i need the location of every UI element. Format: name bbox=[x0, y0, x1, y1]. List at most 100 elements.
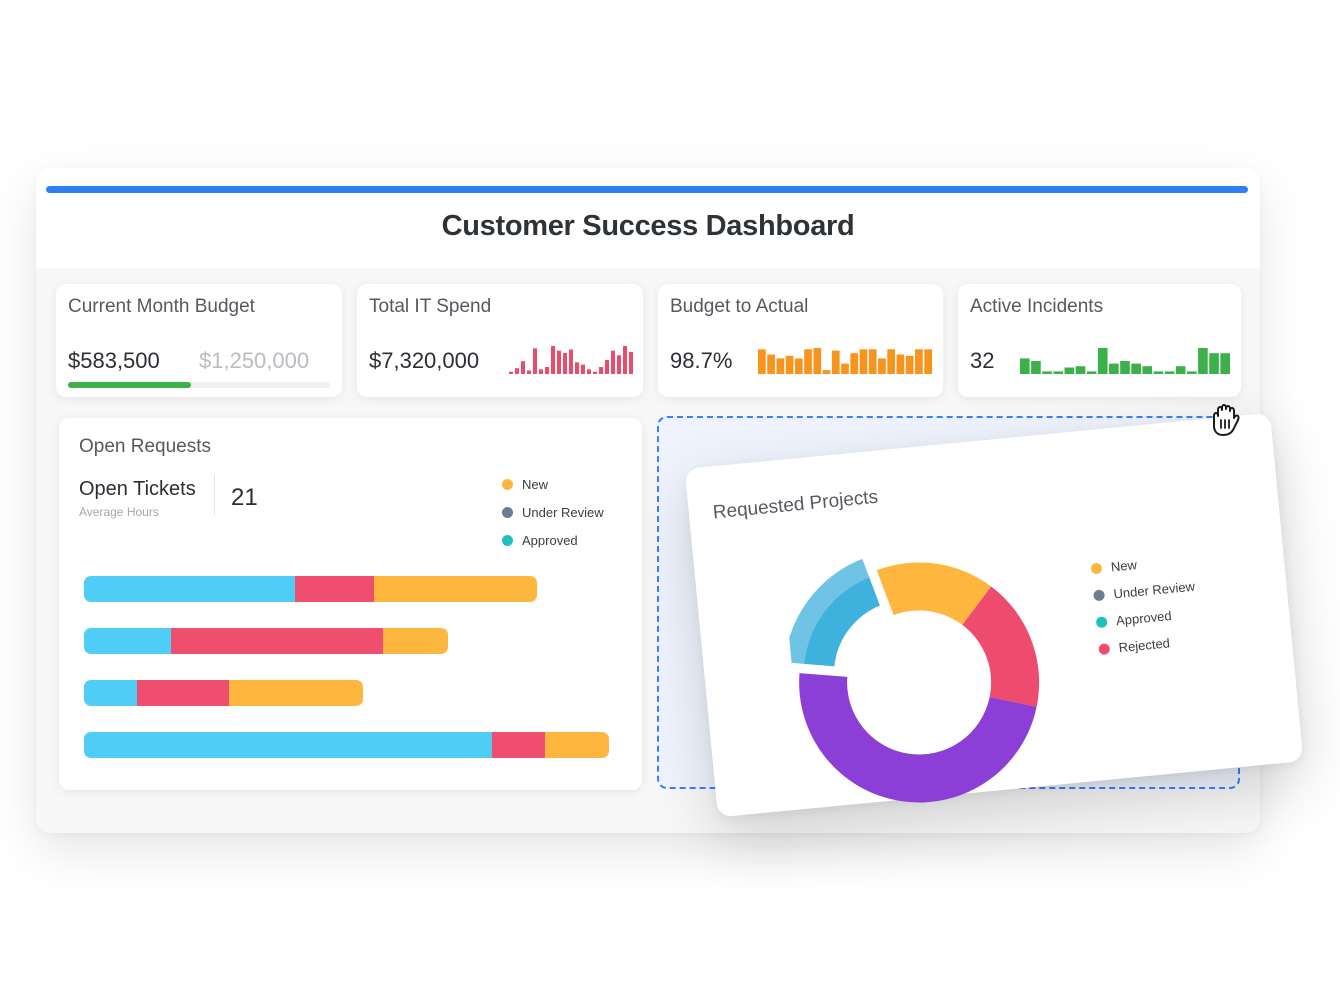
spark-bar bbox=[804, 349, 812, 374]
stacked-bar[interactable] bbox=[84, 628, 448, 654]
donut-slice[interactable] bbox=[876, 555, 994, 632]
spark-bar bbox=[915, 349, 923, 374]
legend-item[interactable]: Approved bbox=[502, 526, 604, 554]
open-tickets-label: Open Tickets bbox=[79, 478, 196, 500]
legend-label: Approved bbox=[522, 532, 578, 548]
spark-bar bbox=[859, 349, 868, 374]
spark-bar bbox=[831, 350, 840, 374]
divider bbox=[214, 475, 215, 515]
page-title: Customer Success Dashboard bbox=[441, 210, 855, 242]
spark-bar bbox=[1064, 367, 1075, 374]
bar-segment bbox=[383, 628, 448, 654]
kpi-title: Budget to Actual bbox=[670, 296, 809, 317]
spark-bar bbox=[509, 371, 513, 374]
card-title: Open Requests bbox=[79, 436, 212, 457]
spark-bar bbox=[767, 354, 775, 374]
kpi-target: $1,250,000 bbox=[199, 348, 310, 373]
spark-bar bbox=[545, 367, 549, 374]
kpi-value: $583,500 bbox=[68, 348, 160, 373]
spark-bar bbox=[605, 360, 609, 374]
spark-bar bbox=[1220, 353, 1230, 374]
kpi-card-budget[interactable]: Current Month Budget $583,500 $1,250,000 bbox=[56, 284, 342, 397]
spark-bar bbox=[521, 361, 525, 374]
spark-bar bbox=[1209, 353, 1219, 374]
bar-segment bbox=[229, 680, 363, 706]
spark-bar bbox=[776, 358, 785, 374]
kpi-value: $7,320,000 bbox=[369, 348, 480, 373]
spark-bar bbox=[1120, 361, 1130, 374]
spark-bar bbox=[581, 364, 585, 374]
bar-segment bbox=[545, 732, 609, 758]
spark-bar bbox=[623, 346, 627, 374]
requested-projects-card[interactable]: Requested Projects New Under Review Appr… bbox=[684, 412, 1304, 818]
bar-segment bbox=[171, 628, 383, 654]
stacked-bar[interactable] bbox=[84, 732, 609, 758]
legend-dot bbox=[502, 478, 513, 490]
bar-segment bbox=[84, 732, 492, 758]
spark-bar bbox=[1153, 371, 1164, 374]
donut-slice[interactable] bbox=[798, 651, 1045, 814]
kpi-card-budget-actual[interactable]: Budget to Actual 98.7% bbox=[658, 284, 943, 397]
stacked-bar[interactable] bbox=[84, 680, 363, 706]
accent-bar bbox=[46, 186, 1248, 193]
budget-actual-sparkline bbox=[758, 348, 932, 374]
grab-hand-icon bbox=[1213, 404, 1240, 436]
spark-bar bbox=[1142, 366, 1153, 374]
spark-bar bbox=[557, 350, 561, 374]
spark-bar bbox=[905, 355, 914, 374]
spark-bar bbox=[1031, 361, 1041, 374]
spark-bar bbox=[878, 358, 886, 374]
spark-bar bbox=[1109, 363, 1119, 374]
spark-bar bbox=[758, 349, 766, 374]
stacked-bar[interactable] bbox=[84, 576, 537, 602]
bar-segment bbox=[84, 680, 137, 706]
donut-slice[interactable] bbox=[959, 583, 1042, 713]
open-tickets-value: 21 bbox=[231, 484, 258, 511]
legend-item[interactable]: Under Review bbox=[502, 498, 604, 526]
budget-progress-fill bbox=[68, 382, 192, 388]
spark-bar bbox=[575, 362, 579, 374]
kpi-title: Active Incidents bbox=[970, 296, 1104, 317]
spark-bar bbox=[887, 349, 896, 374]
spark-bar bbox=[1164, 371, 1175, 374]
open-requests-card: Open Requests Open Tickets Average Hours… bbox=[59, 418, 642, 790]
requested-projects-donut bbox=[780, 553, 1045, 814]
legend-label: New bbox=[1110, 557, 1138, 575]
spark-bar bbox=[841, 363, 849, 374]
spark-bar bbox=[813, 348, 822, 374]
spark-bar bbox=[1075, 366, 1086, 374]
donut-slice[interactable] bbox=[780, 553, 888, 674]
legend-label: Approved bbox=[1115, 608, 1173, 629]
open-requests-legend: New Under Review Approved bbox=[502, 470, 604, 554]
spark-bar bbox=[822, 370, 831, 374]
spark-bar bbox=[551, 346, 555, 374]
spark-bar bbox=[1086, 371, 1097, 374]
kpi-value: 98.7% bbox=[670, 348, 733, 373]
spark-bar bbox=[587, 369, 591, 374]
spark-bar bbox=[785, 355, 794, 374]
spark-bar bbox=[611, 350, 615, 374]
budget-progress-bar bbox=[68, 382, 330, 388]
spark-bar bbox=[1186, 371, 1197, 374]
donut-slice-highlight bbox=[782, 556, 872, 666]
legend-dot bbox=[1095, 616, 1108, 629]
card-title: Requested Projects bbox=[711, 486, 879, 524]
kpi-title: Current Month Budget bbox=[68, 296, 255, 317]
spark-bar bbox=[850, 353, 859, 374]
legend-label: Rejected bbox=[1117, 635, 1171, 656]
legend-item[interactable]: New bbox=[502, 470, 604, 498]
spark-bar bbox=[599, 367, 603, 374]
kpi-value: 32 bbox=[970, 348, 995, 373]
kpi-card-incidents[interactable]: Active Incidents 32 bbox=[958, 284, 1241, 397]
spark-bar bbox=[563, 353, 567, 374]
kpi-card-it-spend[interactable]: Total IT Spend $7,320,000 bbox=[357, 284, 643, 397]
spark-bar bbox=[1042, 371, 1052, 374]
legend-label: Under Review bbox=[1112, 578, 1196, 602]
spark-bar bbox=[569, 349, 573, 374]
spark-bar bbox=[1198, 348, 1208, 374]
dashboard-header: Customer Success Dashboard bbox=[36, 168, 1260, 268]
incidents-sparkline bbox=[1020, 348, 1230, 374]
legend-label: Under Review bbox=[522, 504, 604, 520]
spark-bar bbox=[868, 349, 877, 374]
bar-segment bbox=[492, 732, 545, 758]
